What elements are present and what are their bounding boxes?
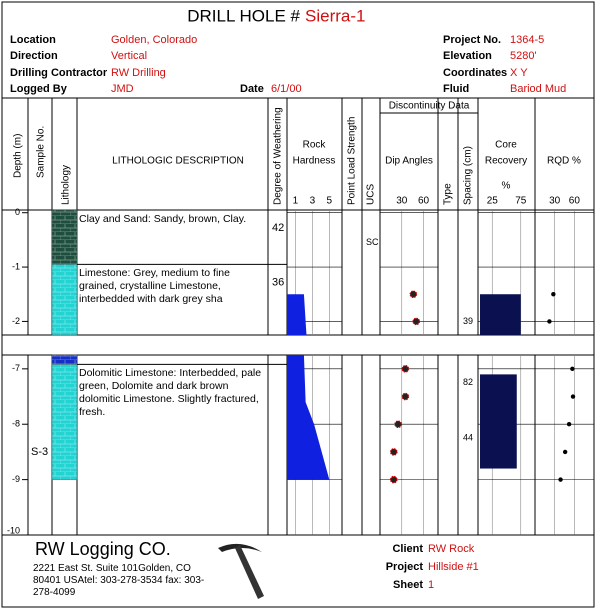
depth-label: -10 — [7, 525, 20, 535]
ucs: SC — [366, 237, 379, 247]
field-value: 1364-5 — [510, 34, 544, 46]
hammer-icon — [218, 543, 264, 599]
address: 2221 East St. Suite 101Golden, CO 80401 … — [33, 563, 205, 598]
footer-label: Sheet — [393, 579, 423, 591]
field-value: RW Drilling — [111, 67, 166, 79]
core-recovery — [480, 374, 517, 469]
description: Clay and Sand: Sandy, brown, Clay. — [79, 213, 247, 225]
field-label: Direction — [10, 50, 58, 62]
field-value: X Y — [510, 67, 528, 79]
col-head: Sample No. — [36, 126, 47, 178]
field-label: Project No. — [443, 34, 501, 46]
field-value: JMD — [111, 83, 134, 95]
title: DRILL HOLE # — [187, 6, 300, 25]
col-head: Discontinuity Data — [389, 101, 470, 112]
footer-value: RW Rock — [428, 543, 475, 555]
lithology-pattern — [52, 264, 77, 335]
rqd-point — [562, 449, 568, 455]
dip-point — [412, 317, 421, 326]
company: RW Logging CO. — [35, 539, 171, 559]
col-head: Lithology — [61, 165, 72, 205]
scale-tick-label: 60 — [418, 196, 430, 207]
scale-tick-label: 30 — [396, 196, 408, 207]
field-label: Fluid — [443, 83, 469, 95]
dip-point — [401, 392, 410, 401]
col-head: Core — [495, 140, 517, 151]
depth-label: 0 — [15, 207, 20, 217]
rqd-point — [558, 477, 563, 482]
depth-label: -9 — [12, 474, 20, 484]
depth-label: -7 — [12, 363, 20, 373]
scale-tick-label: 60 — [569, 196, 581, 207]
depth-label: -1 — [12, 261, 20, 271]
description: Dolomitic Limestone: Interbedded, pale g… — [79, 367, 262, 419]
col-head: LITHOLOGIC DESCRIPTION — [112, 156, 244, 167]
hole-id: Sierra-1 — [305, 6, 365, 25]
scale-tick-label: 25 — [487, 196, 499, 207]
col-head: Point Load Strength — [347, 117, 358, 205]
field-value: 5280' — [510, 50, 537, 62]
spacing: 39 — [463, 316, 473, 326]
col-head: Recovery — [485, 156, 527, 167]
hardness-profile — [287, 294, 307, 335]
field-value: Vertical — [111, 50, 147, 62]
core-recovery — [480, 294, 521, 335]
dip-point — [389, 448, 398, 456]
field-value: Golden, Colorado — [111, 34, 197, 46]
description: Limestone: Grey, medium to fine grained,… — [79, 267, 230, 306]
spacing: 44 — [463, 432, 473, 442]
lithology-pattern — [52, 355, 77, 365]
rqd-point — [547, 319, 552, 324]
date-label: Date — [240, 83, 264, 95]
date: 6/1/00 — [271, 83, 302, 95]
footer-value: Hillside #1 — [428, 561, 479, 573]
scale-tick-label: 75 — [515, 196, 527, 207]
dip-point — [394, 420, 402, 429]
field-label: Location — [10, 34, 56, 46]
col-head: Spacing (cm) — [463, 146, 474, 205]
depth-label: -8 — [12, 419, 20, 429]
field-value: Bariod Mud — [510, 83, 566, 95]
col-head: Rock — [303, 140, 327, 151]
col-head: RQD % — [547, 156, 581, 167]
field-label: Coordinates — [443, 67, 507, 79]
col-head: Hardness — [293, 156, 336, 167]
col-head: Depth (m) — [13, 134, 24, 178]
lithology-pattern — [52, 364, 77, 480]
weathering: 36 — [272, 276, 284, 288]
col-head: UCS — [366, 184, 377, 205]
scale-tick-label: 1 — [293, 196, 299, 207]
dip-point — [389, 475, 398, 484]
hardness-profile — [287, 355, 330, 480]
field-label: Logged By — [10, 83, 68, 95]
scale-tick-label: 5 — [327, 196, 333, 207]
col-head: Dip Angles — [385, 156, 433, 167]
scale-tick-label: 30 — [549, 196, 561, 207]
footer-label: Client — [392, 543, 423, 555]
footer-label: Project — [386, 561, 424, 573]
dip-point — [409, 290, 418, 299]
lithology-pattern — [52, 210, 77, 265]
col-head: Degree of Weathering — [273, 107, 284, 205]
rqd-point — [570, 366, 575, 372]
depth-label: -2 — [12, 316, 20, 326]
weathering: 42 — [272, 222, 284, 234]
rqd-point — [551, 292, 556, 297]
col-head: % — [502, 181, 511, 192]
field-label: Elevation — [443, 50, 492, 62]
rqd-point — [570, 394, 576, 399]
dip-point — [401, 365, 410, 373]
rqd-point — [566, 422, 572, 427]
field-label: Drilling Contractor — [10, 67, 108, 79]
spacing: 82 — [463, 377, 473, 387]
footer-value: 1 — [428, 579, 434, 591]
col-head: Type — [443, 183, 454, 205]
sample: S-3 — [31, 446, 48, 458]
scale-tick-label: 3 — [310, 196, 316, 207]
